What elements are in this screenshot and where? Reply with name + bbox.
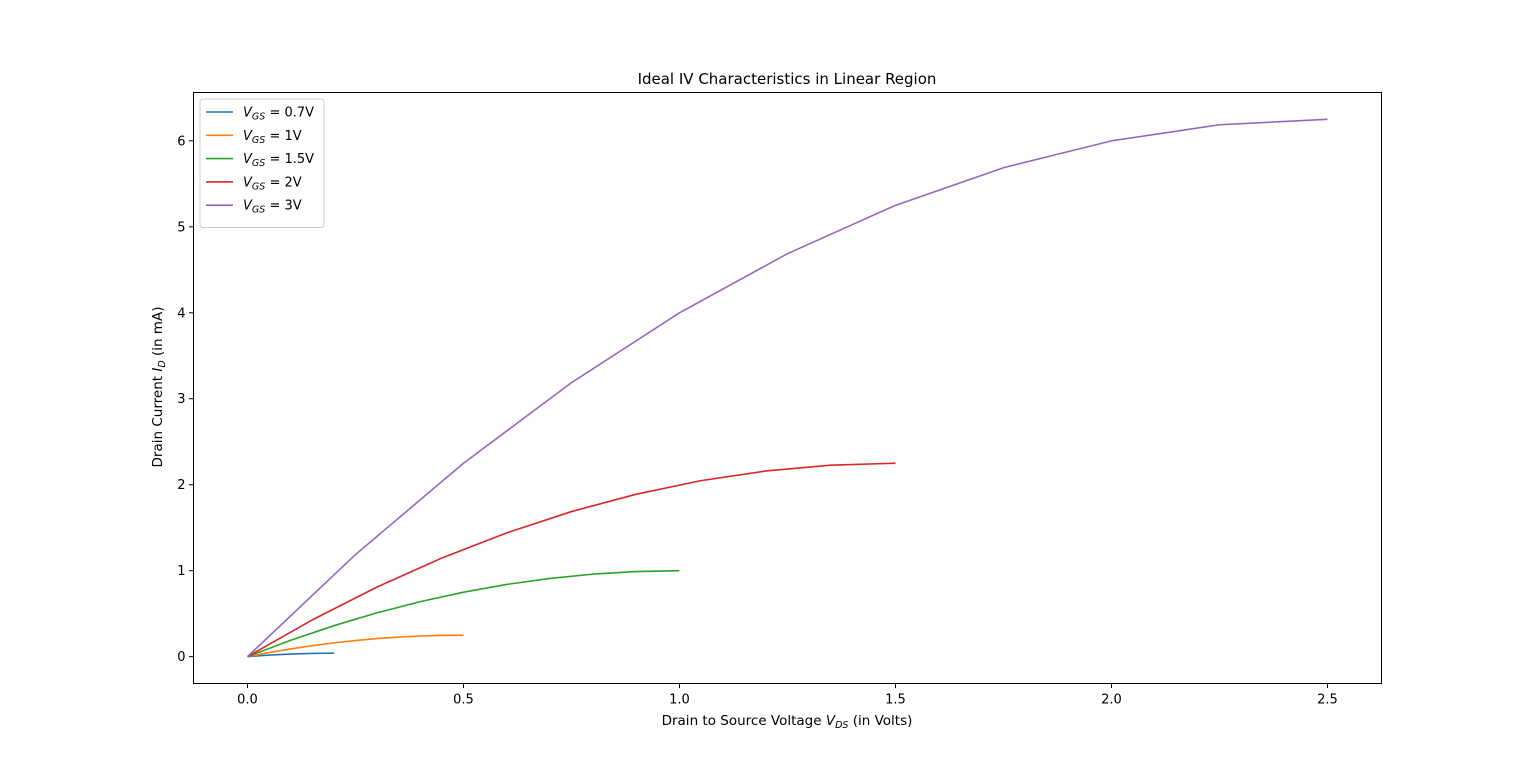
x-tick-label: 1.5 xyxy=(885,693,906,708)
series-line-2 xyxy=(247,634,464,658)
x-tick-label: 0.0 xyxy=(237,693,258,708)
y-tick-label: 2 xyxy=(177,478,185,493)
legend-box xyxy=(199,98,325,228)
series-line-1 xyxy=(247,652,334,658)
y-axis: 0 1 2 3 4 5 6 xyxy=(177,134,194,665)
series-line-3 xyxy=(247,569,680,658)
plot-area xyxy=(246,118,1328,658)
y-tick-label: 6 xyxy=(177,134,185,149)
legend: VGS = 0.7V VGS = 1V VGS = 1.5V VGS = 2V VGS … xyxy=(199,98,325,228)
x-tick-label: 2.5 xyxy=(1317,693,1338,708)
legend-label-5: VGS = 3V xyxy=(243,199,302,216)
chart-title: Ideal IV Characteristics in Linear Regio… xyxy=(638,70,937,88)
x-tick-label: 2.0 xyxy=(1101,693,1122,708)
y-axis-title: Drain Current ID (in mA) xyxy=(150,307,168,468)
legend-label-2: VGS = 1V xyxy=(243,129,302,146)
series-line-4 xyxy=(247,462,896,658)
y-tick-label: 3 xyxy=(177,392,185,407)
legend-label-3: VGS = 1.5V xyxy=(243,152,314,169)
legend-label-1: VGS = 0.7V xyxy=(243,106,314,123)
x-tick-label: 1.0 xyxy=(669,693,690,708)
legend-label-4: VGS = 2V xyxy=(243,175,302,192)
series-line-5 xyxy=(246,118,1328,658)
x-axis: 0.0 0.5 1.0 1.5 2.0 2.5 xyxy=(237,683,1338,708)
y-tick-label: 0 xyxy=(177,650,185,665)
axes-frame xyxy=(193,92,1382,684)
y-tick-label: 4 xyxy=(177,306,185,321)
x-tick-label: 0.5 xyxy=(453,693,474,708)
y-tick-label: 5 xyxy=(177,220,185,235)
y-tick-label: 1 xyxy=(177,564,185,579)
x-axis-title: Drain to Source Voltage VDS (in Volts) xyxy=(662,713,913,731)
